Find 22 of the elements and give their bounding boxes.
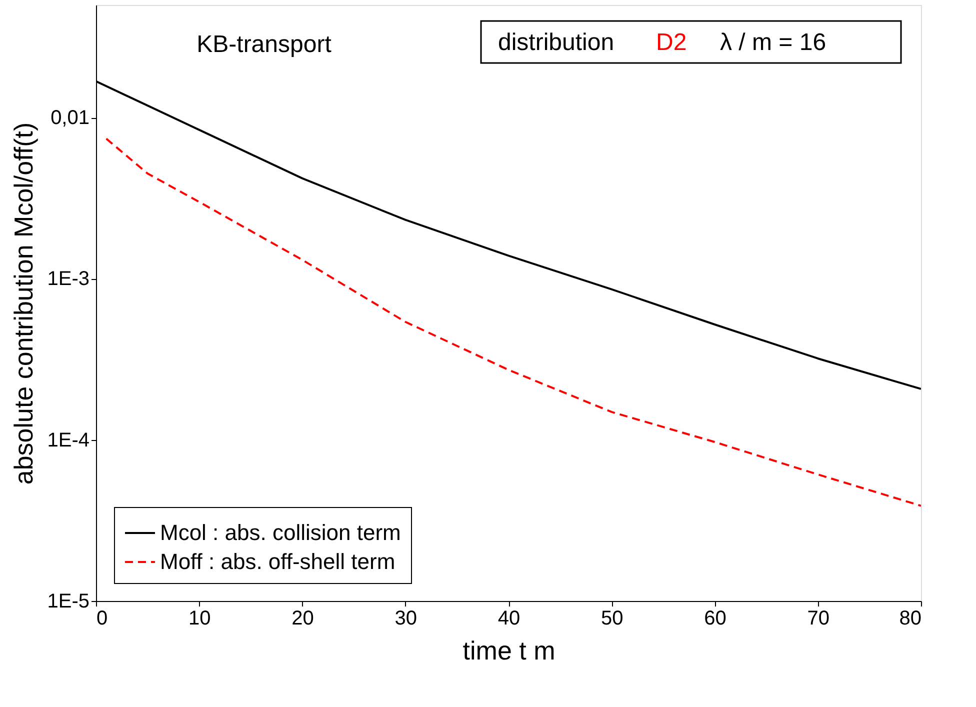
x-tick-label: 70 (807, 608, 830, 630)
x-tick-label: 20 (292, 608, 314, 630)
y-axis-title: absolute contribution Mcol/off(t) (8, 122, 38, 485)
x-tick-label: 50 (601, 608, 624, 630)
annotation: distribution (498, 29, 614, 56)
annotation: D2 (656, 29, 687, 56)
annotation: λ / m = 16 (720, 29, 826, 56)
y-tick-label: 1E-5 (47, 590, 90, 612)
legend-label: Mcol : abs. collision term (160, 520, 401, 545)
x-tick-label: 40 (498, 608, 520, 630)
y-tick-label: 1E-4 (47, 429, 90, 452)
x-tick-label: 80 (899, 608, 922, 630)
x-tick-label: 0 (96, 608, 108, 630)
x-tick-label: 10 (188, 608, 211, 630)
y-tick-label: 1E-3 (47, 268, 90, 290)
annotation: KB-transport (196, 31, 332, 58)
y-tick-label: 0,01 (50, 107, 90, 130)
x-axis-title: time t m (462, 636, 556, 666)
line-series (105, 138, 921, 507)
legend-label: Moff : abs. off-shell term (160, 549, 396, 574)
x-tick-label: 60 (704, 608, 726, 630)
x-tick-label: 30 (394, 608, 417, 630)
